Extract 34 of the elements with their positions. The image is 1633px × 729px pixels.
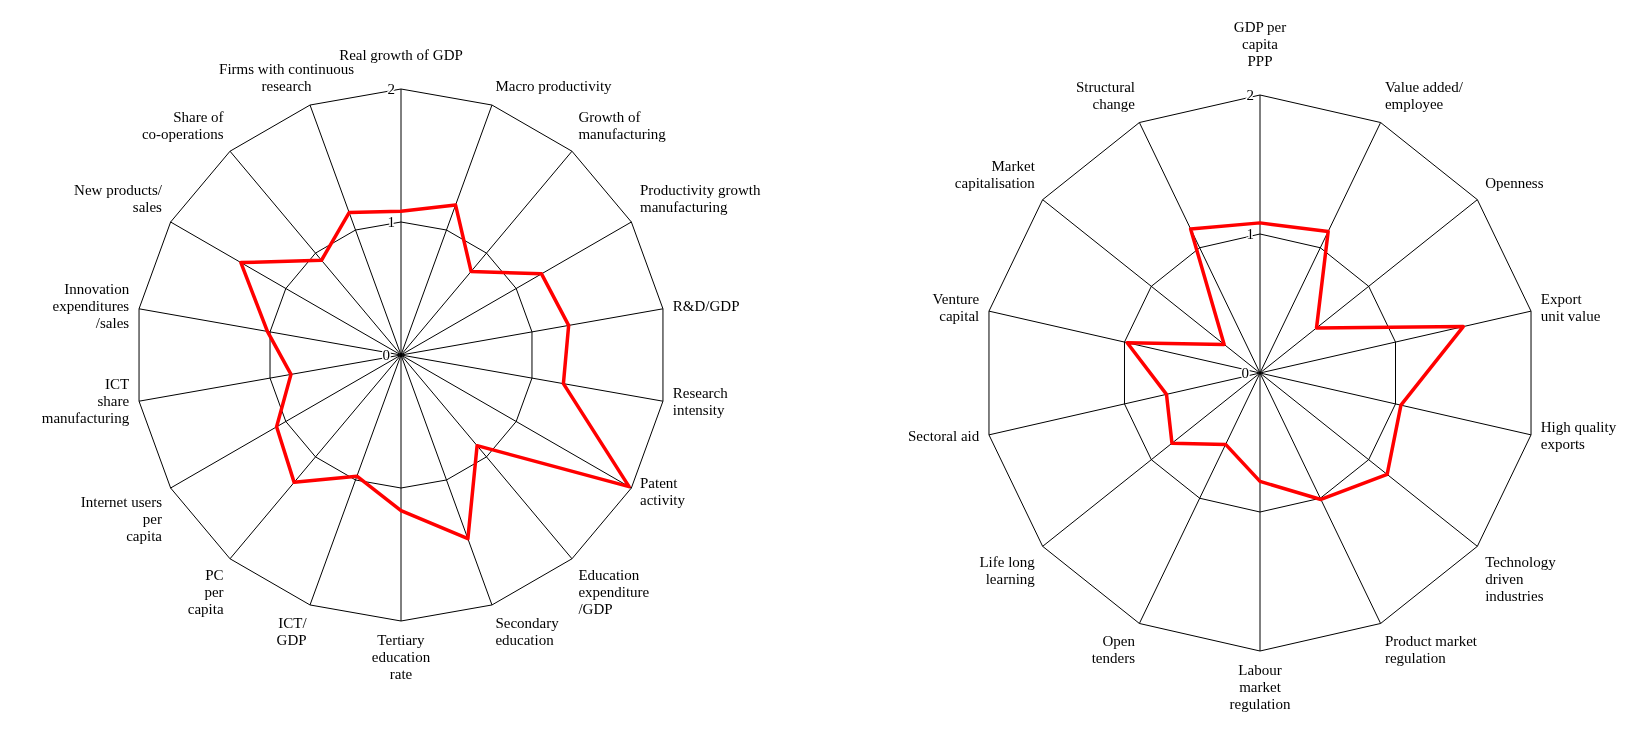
spoke-label: Technology driven industries xyxy=(1485,553,1557,604)
spoke-label: Secondary education xyxy=(495,615,560,649)
spoke-label: Research intensity xyxy=(672,384,729,418)
spoke-label: Internet users per capita xyxy=(80,494,163,544)
spoke-label: Patent activity xyxy=(640,475,686,508)
spoke-label: Openness xyxy=(1485,175,1544,192)
spoke-label: Product market regulation xyxy=(1384,633,1478,667)
spoke-label: Share of co-operations xyxy=(141,108,224,142)
spoke-label: Venture capital xyxy=(932,290,980,324)
spoke-label: Export unit value xyxy=(1540,290,1601,324)
spoke-label: Sectoral aid xyxy=(907,427,980,444)
spoke-label: R&D/GDP xyxy=(672,297,740,314)
spoke-label: High quality exports xyxy=(1540,419,1617,453)
spoke-label: Value added/ employee xyxy=(1384,78,1464,112)
spoke-label: Productivity growth manufacturing xyxy=(640,182,761,215)
spoke-label: Real growth of GDP xyxy=(339,47,463,63)
spoke-label: Market capitalisation xyxy=(954,158,1036,192)
spoke-label: ICT share manufacturing xyxy=(41,376,130,427)
spoke-label: New products/ sales xyxy=(74,182,163,215)
spoke-label: Structural change xyxy=(1075,78,1136,112)
spoke-label: Tertiary education rate xyxy=(371,632,431,682)
spoke-label: Labour market regulation xyxy=(1229,662,1291,712)
spoke-label: Macro productivity xyxy=(495,77,613,94)
spoke-label: Open tenders xyxy=(1091,633,1136,667)
spoke-label: Education expenditure /GDP xyxy=(578,567,650,618)
spoke-label: Life long learning xyxy=(979,553,1036,587)
spoke-label: ICT/ GDP xyxy=(276,615,308,649)
y-tick-label: 1 xyxy=(1246,226,1254,242)
spoke-label: Firms with continuous research xyxy=(219,60,355,94)
spoke-label: PC per capita xyxy=(187,567,224,618)
spoke-label: Growth of manufacturing xyxy=(578,108,667,142)
spoke-label: Innovation expenditures /sales xyxy=(52,280,130,331)
y-tick-label: 1 xyxy=(387,214,395,230)
spoke-label: GDP per capita PPP xyxy=(1233,19,1287,69)
